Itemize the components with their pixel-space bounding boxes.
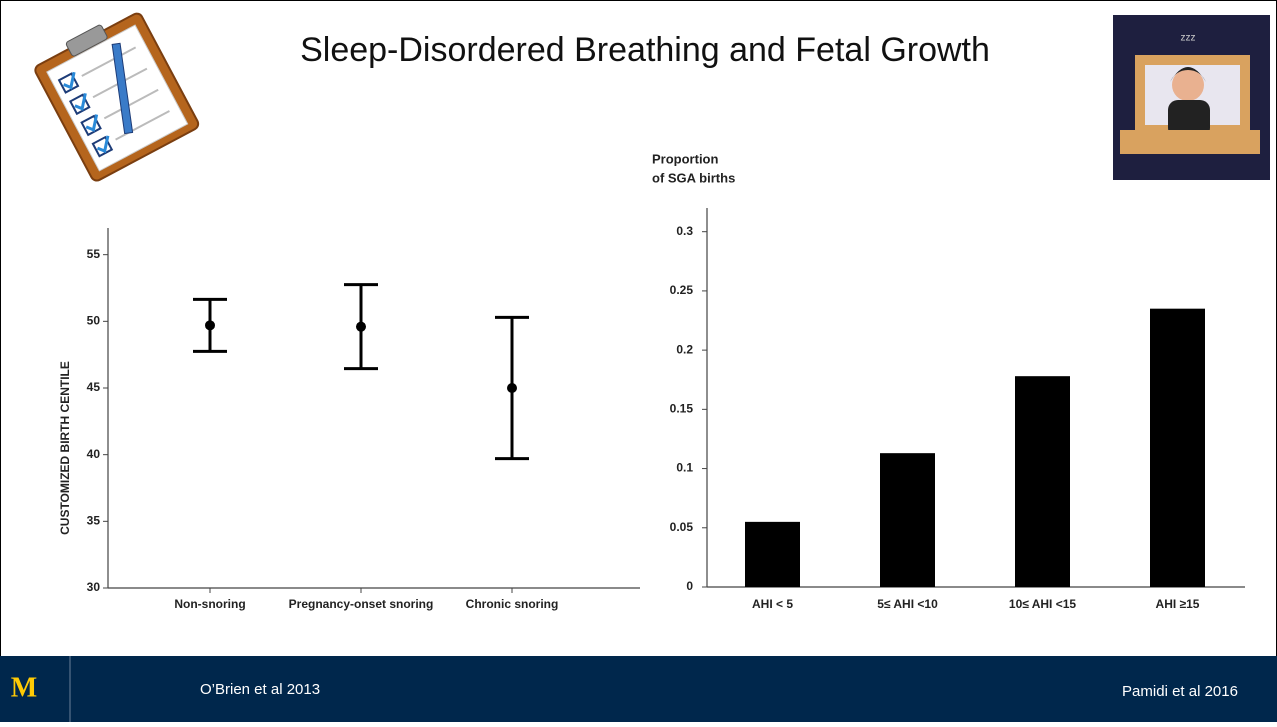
sleep-illustration: zzz: [1113, 15, 1270, 180]
y-tick-label: 40: [87, 447, 101, 461]
footer-citation-right: Pamidi et al 2016: [1122, 683, 1238, 700]
point: [205, 320, 215, 330]
footer-citation-left: O’Brien et al 2013: [200, 681, 320, 698]
y-tick-label: 30: [87, 580, 101, 594]
x-tick-label: 5≤ AHI <10: [877, 597, 938, 611]
y-tick-label: 0: [686, 579, 693, 593]
slide: zzz Sleep-Disordered Breathing and Fetal…: [0, 0, 1277, 722]
bar: [1015, 376, 1070, 587]
x-tick-label: AHI < 5: [752, 597, 793, 611]
y-tick-label: 0.05: [670, 520, 694, 534]
y-tick-label: 55: [87, 247, 101, 261]
y-tick-label: 0.2: [676, 342, 693, 356]
point: [356, 322, 366, 332]
x-tick-label: AHI ≥15: [1156, 597, 1200, 611]
x-tick-label: Chronic snoring: [466, 597, 559, 611]
y-axis-label: of SGA births: [652, 170, 735, 185]
x-tick-label: Non-snoring: [174, 597, 245, 611]
point: [507, 383, 517, 393]
y-tick-label: 0.15: [670, 402, 694, 416]
footer-bar: [0, 656, 1277, 722]
y-tick-label: 45: [87, 380, 101, 394]
bar: [745, 522, 800, 587]
y-tick-label: 0.25: [670, 283, 694, 297]
y-tick-label: 35: [87, 514, 101, 528]
slide-title: Sleep-Disordered Breathing and Fetal Gro…: [300, 31, 990, 69]
y-tick-label: 0.1: [676, 461, 693, 475]
bar: [880, 453, 935, 587]
bar: [1150, 309, 1205, 587]
x-tick-label: Pregnancy-onset snoring: [289, 597, 434, 611]
y-axis-label: CUSTOMIZED BIRTH CENTILE: [58, 361, 72, 535]
x-tick-label: 10≤ AHI <15: [1009, 597, 1077, 611]
y-tick-label: 0.3: [676, 224, 693, 238]
y-axis-label: Proportion: [652, 151, 718, 166]
zzz: zzz: [1181, 33, 1196, 44]
y-tick-label: 50: [87, 314, 101, 328]
logo: M: [11, 672, 37, 703]
